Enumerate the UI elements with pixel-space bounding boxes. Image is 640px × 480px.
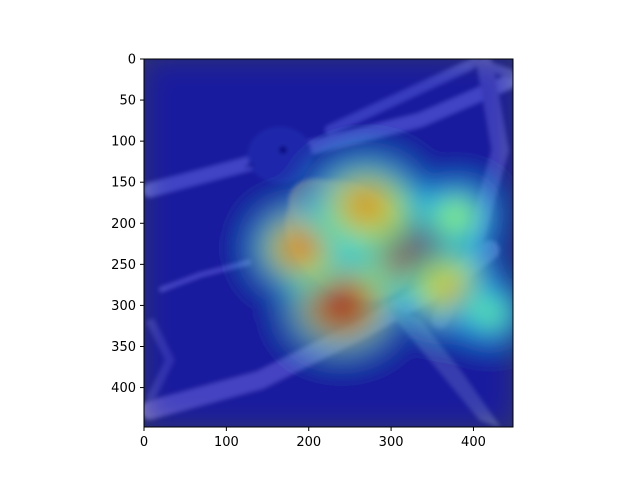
axes-frame xyxy=(143,58,514,428)
y-tick-label: 300 xyxy=(111,299,136,314)
heat-hotspot xyxy=(344,188,388,226)
x-tick-label: 300 xyxy=(379,435,404,450)
heat-hotspot xyxy=(476,302,504,326)
activation-overlay xyxy=(144,59,513,427)
y-tick-label: 150 xyxy=(111,176,136,191)
y-tick-label: 0 xyxy=(128,53,136,68)
y-axis: 0 50 100 150 200 250 300 350 400 xyxy=(111,53,144,396)
x-tick-label: 400 xyxy=(461,435,486,450)
heat-hotspot xyxy=(282,232,319,264)
y-tick-label: 250 xyxy=(111,258,136,273)
x-axis: 0 100 200 300 400 xyxy=(140,427,486,450)
y-tick-label: 200 xyxy=(111,217,136,232)
y-tick-label: 100 xyxy=(111,135,136,150)
heat-hotspot xyxy=(442,202,472,229)
x-tick-label: 100 xyxy=(214,435,239,450)
x-tick-label: 0 xyxy=(140,435,148,450)
heat-hotspot xyxy=(321,288,362,323)
y-tick-label: 400 xyxy=(111,381,136,396)
y-tick-label: 350 xyxy=(111,340,136,355)
x-tick-label: 200 xyxy=(296,435,321,450)
plot-area xyxy=(144,59,513,427)
y-tick-label: 50 xyxy=(119,94,136,109)
